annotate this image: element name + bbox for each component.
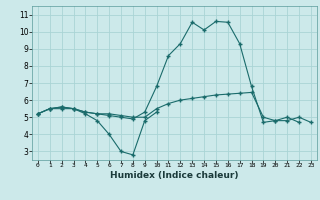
X-axis label: Humidex (Indice chaleur): Humidex (Indice chaleur) [110,171,239,180]
